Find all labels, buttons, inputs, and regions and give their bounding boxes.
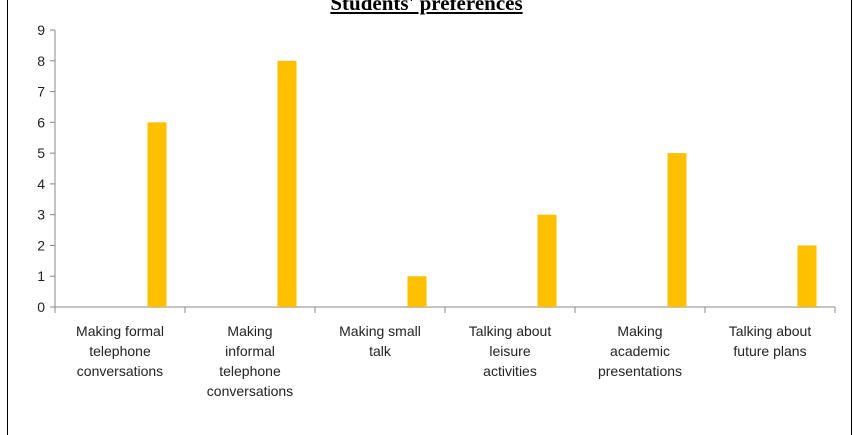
bars [147, 60, 817, 308]
y-tick-label: 4 [37, 176, 45, 192]
x-category-label-line: telephone [219, 363, 281, 379]
x-category-labels: Making formal telephone conversationsMakin… [76, 323, 811, 399]
bar [277, 60, 297, 308]
chart-frame [7, 0, 852, 435]
axes [50, 29, 836, 313]
y-tick-label: 8 [37, 53, 45, 69]
x-category-label-line: telephone [89, 343, 151, 359]
y-tick-label: 9 [37, 22, 45, 38]
x-category-label: Making small talk [339, 323, 421, 359]
y-tick-label: 2 [37, 237, 45, 253]
x-category-label: Making formal telephone conversations [76, 323, 164, 379]
x-category-label: Talking about future plans [729, 323, 812, 359]
x-category-label-line: leisure [489, 343, 530, 359]
y-tick-label: 6 [37, 114, 45, 130]
x-category-label: Making informal telephone conversations [207, 323, 293, 399]
x-category-label-line: presentations [598, 363, 682, 379]
y-tick-label: 3 [37, 207, 45, 223]
y-tick-label: 0 [37, 299, 45, 315]
bar [407, 276, 427, 307]
x-category-label-line: activities [483, 363, 537, 379]
bar [797, 245, 817, 307]
x-category-label-line: conversations [207, 383, 293, 399]
x-category-label-line: Talking about [729, 323, 812, 339]
x-category-label-line: Making small [339, 323, 421, 339]
y-tick-label: 1 [37, 268, 45, 284]
y-tick-label: 5 [37, 145, 45, 161]
x-category-label: Making academic presentations [598, 323, 682, 379]
y-tick-label: 7 [37, 84, 45, 100]
x-category-label-line: talk [369, 343, 392, 359]
x-category-label-line: informal [225, 343, 275, 359]
x-category-label-line: future plans [733, 343, 806, 359]
bar [667, 153, 687, 307]
bar [537, 214, 557, 307]
x-category-label-line: Making [227, 323, 272, 339]
x-category-label-line: Making formal [76, 323, 164, 339]
x-category-label-line: academic [610, 343, 670, 359]
x-category-label-line: Talking about [469, 323, 552, 339]
x-category-label-line: conversations [77, 363, 163, 379]
chart-title: Students' preferences [330, 0, 523, 15]
x-category-label-line: Making [617, 323, 662, 339]
y-tick-labels: 0 1 2 3 4 5 6 7 8 9 [37, 22, 45, 315]
bar [147, 122, 167, 307]
x-category-label: Talking about leisure activities [469, 323, 552, 379]
